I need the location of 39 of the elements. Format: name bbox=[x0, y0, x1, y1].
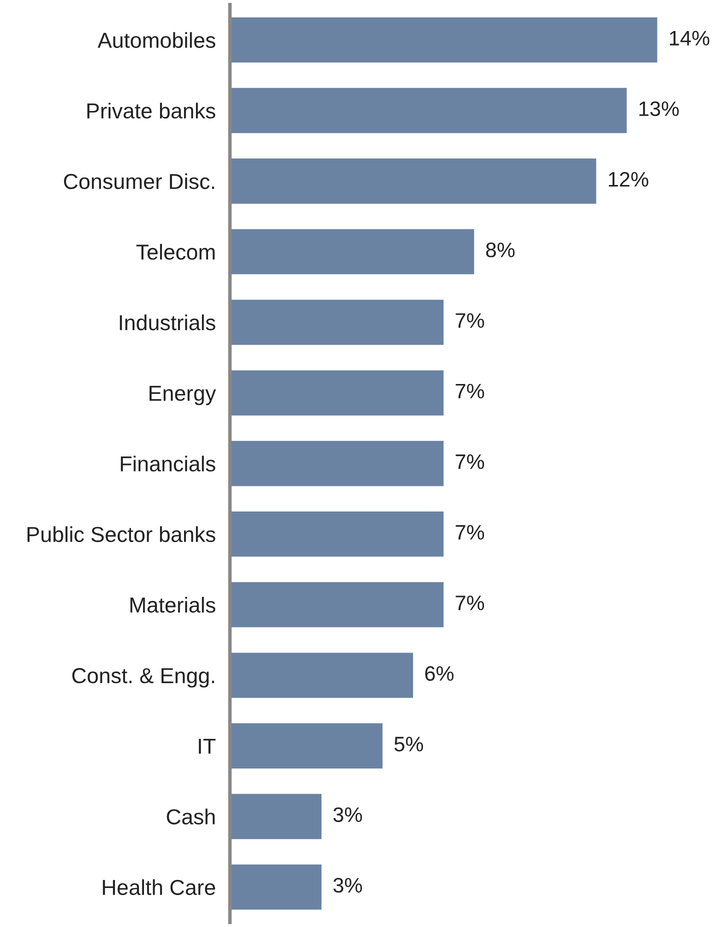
bar bbox=[230, 723, 383, 768]
y-tick-label: Cash bbox=[166, 808, 215, 824]
y-tick-label: IT bbox=[198, 738, 216, 754]
y-tick-label: Financials bbox=[120, 456, 216, 472]
y-tick-label: Industrials bbox=[120, 314, 216, 330]
y-tick-label: Private banks bbox=[87, 102, 216, 119]
data-label: 3% bbox=[333, 807, 362, 822]
data-label: 13% bbox=[639, 101, 679, 116]
bar bbox=[230, 88, 627, 134]
bar bbox=[230, 652, 414, 698]
y-tick-label: Telecom bbox=[136, 244, 215, 260]
data-label: 7% bbox=[456, 313, 484, 328]
y-tick-label: Energy bbox=[150, 386, 216, 406]
y-tick-label: Consumer Disc. bbox=[64, 173, 214, 190]
y-tick-label: Const. & Engg. bbox=[72, 668, 214, 688]
bar bbox=[230, 582, 444, 628]
data-label: 12% bbox=[608, 172, 648, 187]
bar bbox=[230, 512, 444, 557]
y-tick-label: Health Care bbox=[102, 879, 216, 896]
bar bbox=[230, 864, 322, 910]
bar bbox=[230, 440, 444, 486]
data-label: 7% bbox=[456, 384, 484, 398]
data-label: 7% bbox=[456, 596, 484, 610]
data-label: 7% bbox=[456, 454, 484, 470]
bar bbox=[230, 370, 444, 416]
y-tick-label: Public Sector banks bbox=[28, 526, 216, 542]
data-label: 7% bbox=[456, 525, 484, 540]
bar bbox=[230, 300, 444, 345]
bar bbox=[230, 158, 596, 204]
y-tick-label: Materials bbox=[130, 596, 216, 613]
bar bbox=[230, 794, 322, 840]
bar bbox=[230, 229, 474, 274]
bar bbox=[230, 17, 658, 63]
y-tick-label: Automobiles bbox=[98, 32, 216, 48]
data-label: 5% bbox=[394, 736, 424, 752]
data-label: 8% bbox=[486, 242, 515, 258]
data-label: 14% bbox=[670, 30, 710, 46]
data-label: 6% bbox=[425, 666, 454, 681]
data-label: 3% bbox=[333, 878, 362, 893]
